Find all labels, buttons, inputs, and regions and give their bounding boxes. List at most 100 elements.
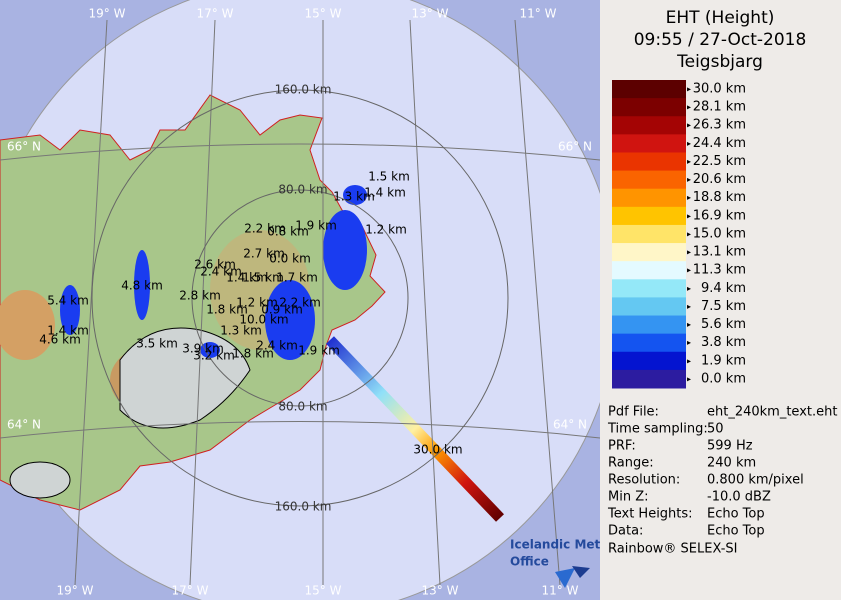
legend-arrow: ▸ bbox=[687, 229, 691, 238]
echo bbox=[343, 185, 367, 205]
height-label: 0.0 km bbox=[269, 252, 311, 266]
legend-swatch bbox=[612, 98, 686, 117]
highland bbox=[0, 290, 55, 360]
logo-text: Office bbox=[510, 555, 549, 569]
legend-label: 1.9 km bbox=[701, 353, 746, 368]
latitude-label: 64° N bbox=[553, 418, 587, 432]
info-value: 599 Hz bbox=[707, 439, 753, 454]
height-label: 2.6 km bbox=[194, 258, 236, 272]
longitude-label: 13° W bbox=[422, 584, 459, 598]
legend-arrow: ▸ bbox=[687, 193, 691, 202]
info-label: Min Z: bbox=[608, 490, 649, 505]
info-label: Text Heights: bbox=[607, 507, 693, 522]
legend-label: 16.9 km bbox=[693, 208, 746, 223]
legend-swatch bbox=[612, 188, 686, 208]
info-label: PRF: bbox=[608, 439, 636, 454]
logo bbox=[555, 566, 590, 588]
logo-mark bbox=[555, 568, 575, 588]
longitude-label: 19° W bbox=[57, 584, 94, 598]
legend-arrow: ▸ bbox=[687, 157, 691, 166]
info-value: Echo Top bbox=[707, 524, 765, 539]
height-label: 2.7 km bbox=[243, 247, 285, 261]
legend-swatch bbox=[612, 243, 686, 262]
height-label: 1.2 km bbox=[236, 296, 278, 310]
echo bbox=[323, 210, 367, 290]
legend-label: 24.4 km bbox=[693, 136, 746, 151]
height-label: 3.2 km bbox=[193, 349, 235, 363]
legend-label: 0.0 km bbox=[701, 371, 746, 386]
legend-swatch bbox=[612, 315, 686, 335]
height-label: 2.4 km bbox=[200, 265, 242, 279]
logo-text: Icelandic Met bbox=[510, 538, 601, 552]
legend-swatch bbox=[612, 351, 686, 371]
info-value: eht_240km_text.eht bbox=[707, 405, 837, 420]
height-label: 2.2 km bbox=[279, 296, 321, 310]
legend-swatch bbox=[612, 369, 686, 389]
graticule bbox=[0, 19, 600, 586]
info-label: Data: bbox=[608, 524, 643, 539]
echoes bbox=[60, 185, 367, 360]
info-label: Resolution: bbox=[608, 473, 680, 488]
height-label: 1.8 km bbox=[206, 303, 248, 317]
footer: Rainbow® SELEX-SI bbox=[608, 542, 738, 557]
range-label: 160.0 km bbox=[275, 500, 332, 514]
longitude-label: 15° W bbox=[305, 7, 342, 21]
height-label: 1.5 km bbox=[368, 170, 410, 184]
panel-title: Teigsbjarg bbox=[676, 52, 763, 72]
legend-arrow: ▸ bbox=[687, 356, 691, 365]
legend-swatch bbox=[612, 297, 686, 317]
height-label: 2.8 km bbox=[179, 289, 221, 303]
parallel bbox=[0, 143, 600, 161]
echo bbox=[60, 285, 80, 335]
info-label: Range: bbox=[608, 456, 654, 471]
echo bbox=[265, 280, 315, 360]
height-label: 0.9 km bbox=[261, 303, 303, 317]
info-value: Echo Top bbox=[707, 507, 765, 522]
legend-label: 26.3 km bbox=[693, 118, 746, 133]
longitude-label: 15° W bbox=[305, 584, 342, 598]
legend-swatch bbox=[612, 116, 686, 135]
legend-arrow: ▸ bbox=[687, 338, 691, 347]
height-label: 2.2 km bbox=[244, 222, 286, 236]
info-label: Time sampling: bbox=[607, 422, 708, 437]
legend-label: 13.1 km bbox=[693, 245, 746, 260]
latitude-label: 66° N bbox=[7, 140, 41, 154]
legend-arrow: ▸ bbox=[687, 121, 691, 130]
legend-arrow: ▸ bbox=[687, 284, 691, 293]
longitude-label: 13° W bbox=[412, 7, 449, 21]
height-label: 1.4 km bbox=[226, 271, 268, 285]
info-value: -10.0 dBZ bbox=[707, 490, 771, 505]
legend-label: 20.6 km bbox=[693, 172, 746, 187]
echo bbox=[134, 250, 150, 320]
meridian bbox=[74, 19, 108, 586]
meridian bbox=[409, 19, 441, 586]
legend-label: 3.8 km bbox=[701, 335, 746, 350]
range-ring bbox=[191, 189, 409, 407]
height-label: 1.4 km bbox=[47, 324, 89, 338]
legend-swatch bbox=[612, 261, 686, 280]
legend-arrow: ▸ bbox=[687, 85, 691, 94]
height-label: 0.8 km bbox=[267, 225, 309, 239]
legend-arrow: ▸ bbox=[687, 175, 691, 184]
height-label: 1.8 km bbox=[232, 347, 274, 361]
echo bbox=[200, 342, 220, 358]
range-label: 160.0 km bbox=[275, 83, 332, 97]
height-label: 1.7 km bbox=[276, 271, 318, 285]
info-value: 50 bbox=[707, 422, 724, 437]
legend-arrow: ▸ bbox=[687, 139, 691, 148]
longitude-label: 11° W bbox=[520, 7, 557, 21]
legend-swatch bbox=[612, 224, 686, 244]
legend-arrow: ▸ bbox=[687, 248, 691, 257]
logo-mark bbox=[572, 566, 590, 578]
panel-title: 09:55 / 27-Oct-2018 bbox=[634, 30, 807, 50]
legend-label: 7.5 km bbox=[701, 299, 746, 314]
legend-arrow: ▸ bbox=[687, 374, 691, 383]
range-ring bbox=[91, 89, 509, 507]
longitude-label: 17° W bbox=[172, 584, 209, 598]
height-label: 1.3 km bbox=[220, 324, 262, 338]
beam bbox=[326, 336, 504, 522]
height-label: 1.3 km bbox=[333, 190, 375, 204]
range-label: 80.0 km bbox=[278, 183, 327, 197]
height-label: 30.0 km bbox=[413, 443, 462, 457]
height-label: 1.9 km bbox=[298, 344, 340, 358]
